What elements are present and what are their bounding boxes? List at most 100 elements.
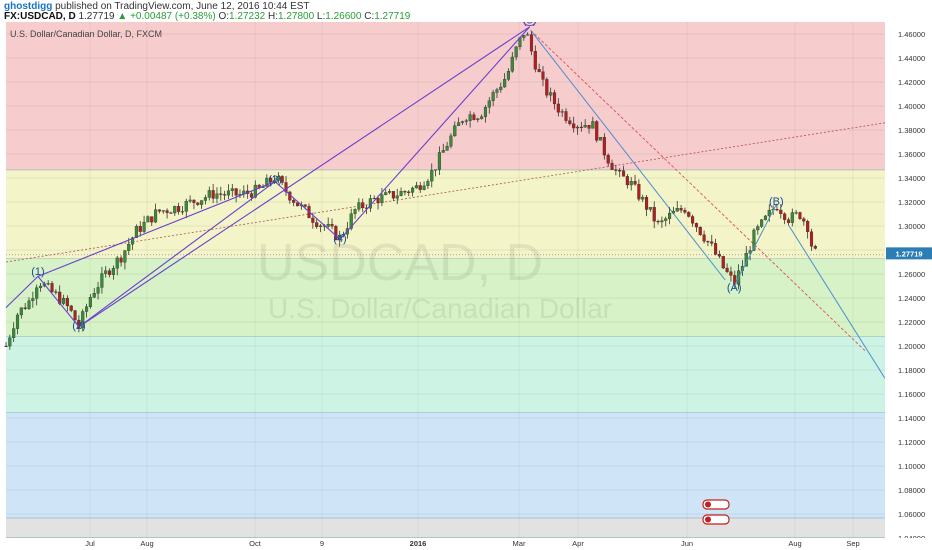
- price-tick-label: 1.32000: [898, 198, 925, 207]
- candle-body: [714, 243, 718, 255]
- candle-body: [223, 194, 227, 196]
- candle-body: [706, 241, 710, 243]
- price-tick-label: 1.30000: [898, 222, 925, 231]
- candle-body: [19, 307, 23, 316]
- wave-a-line: [530, 30, 726, 281]
- candle-body: [180, 211, 184, 213]
- candle-body: [725, 267, 729, 272]
- candle-body: [668, 212, 672, 219]
- candle-body: [311, 217, 315, 223]
- candle-body: [694, 223, 698, 228]
- candle-body: [395, 195, 399, 199]
- candle-body: [207, 190, 211, 198]
- last-price-tag: [886, 247, 932, 260]
- event-badge-icon[interactable]: [705, 516, 711, 523]
- candle-body: [710, 241, 714, 244]
- price-tick-label: 1.36000: [898, 150, 925, 159]
- candle-body: [587, 125, 591, 129]
- candle-body: [292, 200, 296, 203]
- time-tick-label: 9: [320, 539, 324, 548]
- candle-body: [157, 209, 161, 212]
- candle-body: [77, 319, 81, 328]
- price-tick-label: 1.18000: [898, 366, 925, 375]
- elliott-wave-segment: [339, 26, 531, 240]
- candle-body: [65, 298, 69, 307]
- wave-label: (5): [523, 22, 536, 26]
- elliott-wave-segment: [37, 181, 276, 277]
- publish-text: published on TradingView.com, June 12, 2…: [55, 1, 310, 12]
- candle-body: [69, 305, 73, 311]
- wave-labels: (1) (2) (3) (4) (5) (A) (B): [31, 22, 784, 332]
- candle-body: [38, 285, 43, 288]
- candle-body: [61, 298, 66, 304]
- price-chart[interactable]: U.S. Dollar/Canadian Dollar, D, FXCM USD…: [0, 22, 932, 550]
- candle-body: [729, 271, 733, 276]
- price-tick-label: 1.10000: [898, 462, 925, 471]
- candle-body: [35, 287, 39, 299]
- candle-body: [295, 202, 300, 207]
- candle-body: [142, 221, 146, 232]
- candle-body: [92, 293, 96, 298]
- candle-body: [721, 256, 725, 269]
- candle-body: [691, 216, 695, 224]
- fib-zone: [6, 337, 885, 413]
- candle-body: [552, 92, 557, 105]
- candle-body: [495, 89, 499, 93]
- peak-marker: [522, 22, 537, 27]
- candle-body: [349, 213, 353, 229]
- candle-body: [81, 311, 85, 328]
- time-tick-label: Oct: [249, 539, 262, 548]
- last-price: 1.27719: [78, 11, 115, 22]
- candle-body: [533, 50, 537, 70]
- time-tick-label: 2016: [410, 539, 427, 548]
- candle-body: [146, 216, 150, 223]
- candle-body: [717, 254, 721, 257]
- candle-body: [610, 163, 614, 170]
- candle-body: [123, 250, 127, 263]
- candle-body: [380, 194, 384, 204]
- author-name[interactable]: ghostdigg: [4, 1, 53, 12]
- candle-body: [614, 169, 618, 171]
- candle-body: [27, 300, 31, 309]
- candle-body: [138, 226, 142, 232]
- candle-body: [802, 218, 806, 222]
- candle-body: [111, 268, 115, 275]
- candle-body: [813, 246, 817, 249]
- candle-body: [453, 125, 457, 137]
- wave-label: (1): [31, 266, 44, 278]
- candle-body: [391, 191, 395, 199]
- candle-body: [564, 111, 568, 121]
- candle-body: [361, 202, 365, 209]
- candle-body: [641, 197, 645, 200]
- candle-body: [407, 191, 411, 193]
- target-projection-line: [788, 225, 886, 379]
- candle-body: [154, 209, 158, 223]
- candle-body: [23, 307, 27, 309]
- candle-body: [315, 222, 319, 227]
- elliott-wave-lines: [5, 26, 777, 328]
- candle-body: [760, 219, 764, 227]
- candle-body: [537, 69, 541, 72]
- high-label: H:: [267, 11, 278, 22]
- candle-body: [15, 314, 20, 329]
- candle-body: [480, 116, 484, 119]
- event-badge-icon[interactable]: [705, 501, 711, 508]
- candles: [4, 31, 817, 350]
- price-tick-label: 1.42000: [898, 78, 925, 87]
- candle-body: [4, 345, 8, 347]
- event-badges[interactable]: [702, 499, 730, 525]
- candle-body: [798, 212, 802, 219]
- candle-body: [131, 237, 135, 245]
- candle-body: [526, 34, 530, 36]
- candle-body: [806, 221, 810, 232]
- candle-body: [499, 86, 503, 90]
- candle-body: [226, 190, 231, 196]
- close-value: 1.27719: [374, 11, 411, 22]
- candle-body: [541, 71, 545, 80]
- candle-body: [756, 226, 760, 231]
- candle-body: [73, 310, 77, 321]
- candle-body: [203, 197, 208, 201]
- candle-body: [134, 226, 138, 238]
- candle-body: [583, 125, 587, 128]
- last-price-label: 1.27719: [895, 249, 922, 258]
